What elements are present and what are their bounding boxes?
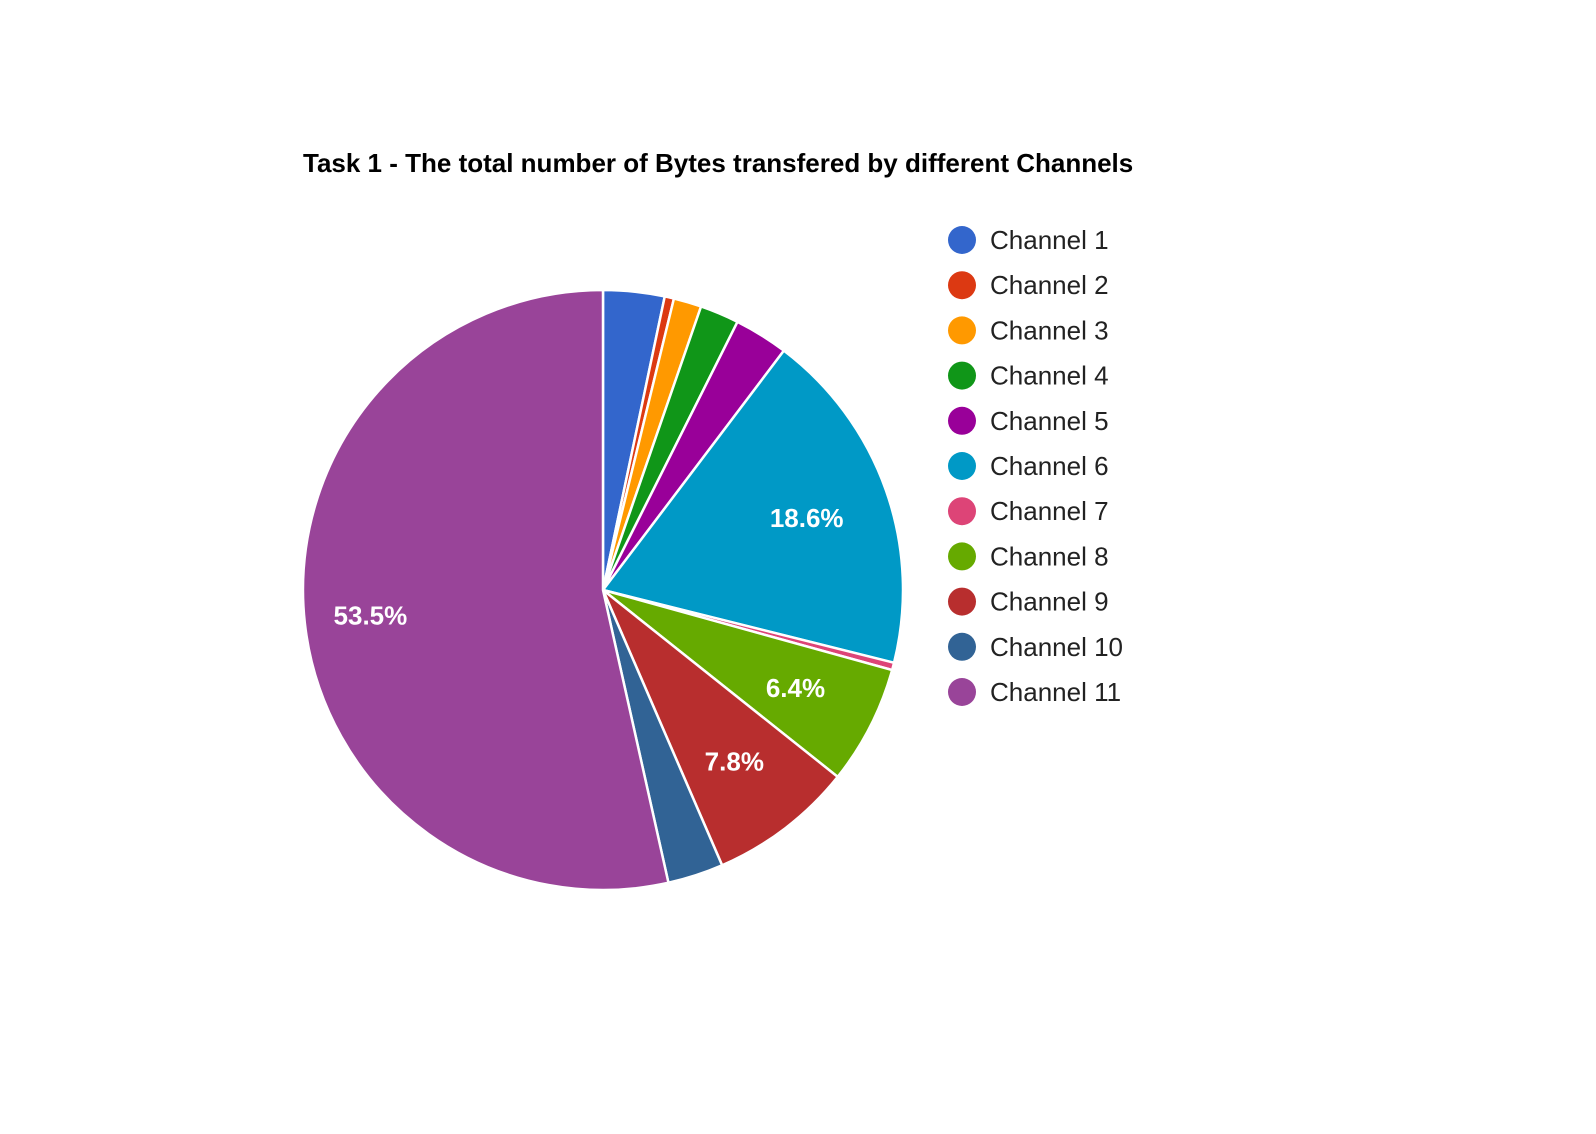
- legend-label: Channel 3: [990, 315, 1109, 345]
- slice-labels: 18.6% 6.4% 7.8% 53.5%: [334, 503, 844, 776]
- legend-item-channel-11[interactable]: Channel 11: [948, 677, 1121, 707]
- chart-title: Task 1 - The total number of Bytes trans…: [303, 148, 1133, 178]
- legend-item-channel-8[interactable]: Channel 8: [948, 541, 1109, 571]
- legend-swatch: [948, 271, 976, 300]
- legend-swatch: [948, 587, 976, 616]
- pie-slices: [301, 288, 905, 892]
- legend-item-channel-2[interactable]: Channel 2: [948, 270, 1109, 300]
- legend-swatch: [948, 406, 976, 435]
- pie-slice-channel-8[interactable]: [602, 588, 894, 779]
- legend-item-channel-5[interactable]: Channel 5: [948, 406, 1109, 436]
- legend-label: Channel 2: [990, 270, 1109, 300]
- legend-swatch: [948, 632, 976, 661]
- legend-swatch: [948, 542, 976, 571]
- pie-slice-channel-11[interactable]: [301, 288, 670, 892]
- legend-label: Channel 4: [990, 361, 1109, 391]
- pie-slice-channel-9[interactable]: [601, 589, 840, 867]
- legend-item-channel-3[interactable]: Channel 3: [948, 315, 1109, 345]
- legend: Channel 1 Channel 2 Channel 3 Channel 4 Chan…: [948, 225, 1123, 707]
- legend-label: Channel 11: [990, 677, 1121, 707]
- legend-label: Channel 6: [990, 451, 1109, 481]
- legend-label: Channel 8: [990, 541, 1109, 571]
- legend-label: Channel 10: [990, 632, 1123, 662]
- legend-item-channel-1[interactable]: Channel 1: [948, 225, 1109, 255]
- slice-label-channel-9: 7.8%: [705, 747, 764, 777]
- slice-label-channel-11: 53.5%: [334, 601, 408, 631]
- legend-item-channel-10[interactable]: Channel 10: [948, 632, 1123, 662]
- legend-swatch: [948, 497, 976, 526]
- slice-label-channel-8: 6.4%: [766, 673, 825, 703]
- pie-slice-channel-6[interactable]: [600, 348, 905, 665]
- legend-label: Channel 9: [990, 587, 1109, 617]
- legend-item-channel-6[interactable]: Channel 6: [948, 451, 1109, 481]
- slice-label-channel-6: 18.6%: [770, 503, 844, 533]
- legend-swatch: [948, 226, 976, 254]
- legend-swatch: [948, 452, 976, 480]
- legend-label: Channel 7: [990, 496, 1109, 526]
- legend-item-channel-7[interactable]: Channel 7: [948, 496, 1109, 526]
- legend-label: Channel 1: [990, 225, 1109, 255]
- legend-item-channel-9[interactable]: Channel 9: [948, 587, 1109, 617]
- legend-label: Channel 5: [990, 406, 1109, 436]
- legend-swatch: [948, 361, 976, 390]
- legend-item-channel-4[interactable]: Channel 4: [948, 361, 1109, 391]
- legend-swatch: [948, 678, 976, 706]
- legend-swatch: [948, 316, 976, 345]
